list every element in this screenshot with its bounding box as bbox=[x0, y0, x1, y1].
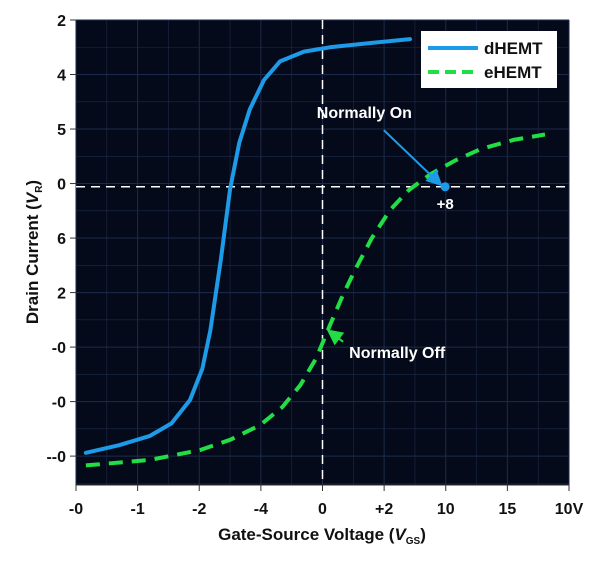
reference-lines bbox=[76, 20, 569, 485]
x-tick-label: +2 bbox=[375, 501, 393, 518]
y-tick-label: 2 bbox=[57, 13, 66, 30]
y-tick-label: 6 bbox=[57, 231, 66, 248]
y-tick-label: 5 bbox=[57, 122, 66, 139]
annotation-label: Normally On bbox=[317, 105, 412, 122]
legend-label: eHEMT bbox=[484, 63, 542, 82]
y-tick-label: --0 bbox=[46, 449, 66, 466]
x-tick-label: 15 bbox=[498, 501, 516, 518]
y-tick-label: -0 bbox=[52, 395, 66, 412]
x-tick-label: -0 bbox=[69, 501, 83, 518]
x-tick-label: 10 bbox=[437, 501, 455, 518]
y-axis-label: Drain Current (VR) bbox=[23, 180, 45, 324]
x-tick-label: 0 bbox=[318, 501, 327, 518]
legend-label: dHEMT bbox=[484, 39, 543, 58]
series-line-dhemt bbox=[83, 37, 412, 455]
y-tick-label: 2 bbox=[57, 286, 66, 303]
legend-box bbox=[421, 31, 557, 88]
x-axis: -0 -1 -2 -4 0 +2 10 15 10V bbox=[69, 484, 584, 518]
x-axis-label: Gate-Source Voltage (VGS) bbox=[218, 525, 426, 547]
series-line-ehemt bbox=[85, 132, 546, 468]
y-tick-label: 0 bbox=[57, 177, 66, 194]
legend: dHEMT eHEMT bbox=[421, 31, 557, 88]
annotation-marker bbox=[440, 182, 450, 192]
x-tick-label: -4 bbox=[254, 501, 268, 518]
x-tick-label: -1 bbox=[131, 501, 145, 518]
x-tick-label: -2 bbox=[192, 501, 206, 518]
y-tick-label: -0 bbox=[52, 340, 66, 357]
annotation-label: Normally Off bbox=[349, 345, 446, 362]
y-axis: 2 4 5 0 6 2 -0 -0 --0 bbox=[46, 13, 76, 466]
y-tick-label: 4 bbox=[57, 68, 66, 85]
x-tick-label: 10V bbox=[555, 501, 584, 518]
annotation-label: +8 bbox=[437, 196, 454, 213]
annotation-arrow bbox=[326, 329, 345, 346]
annotation-arrow bbox=[383, 129, 443, 187]
annotations: Normally On Normally Off +8 bbox=[317, 105, 454, 362]
series bbox=[83, 37, 546, 468]
